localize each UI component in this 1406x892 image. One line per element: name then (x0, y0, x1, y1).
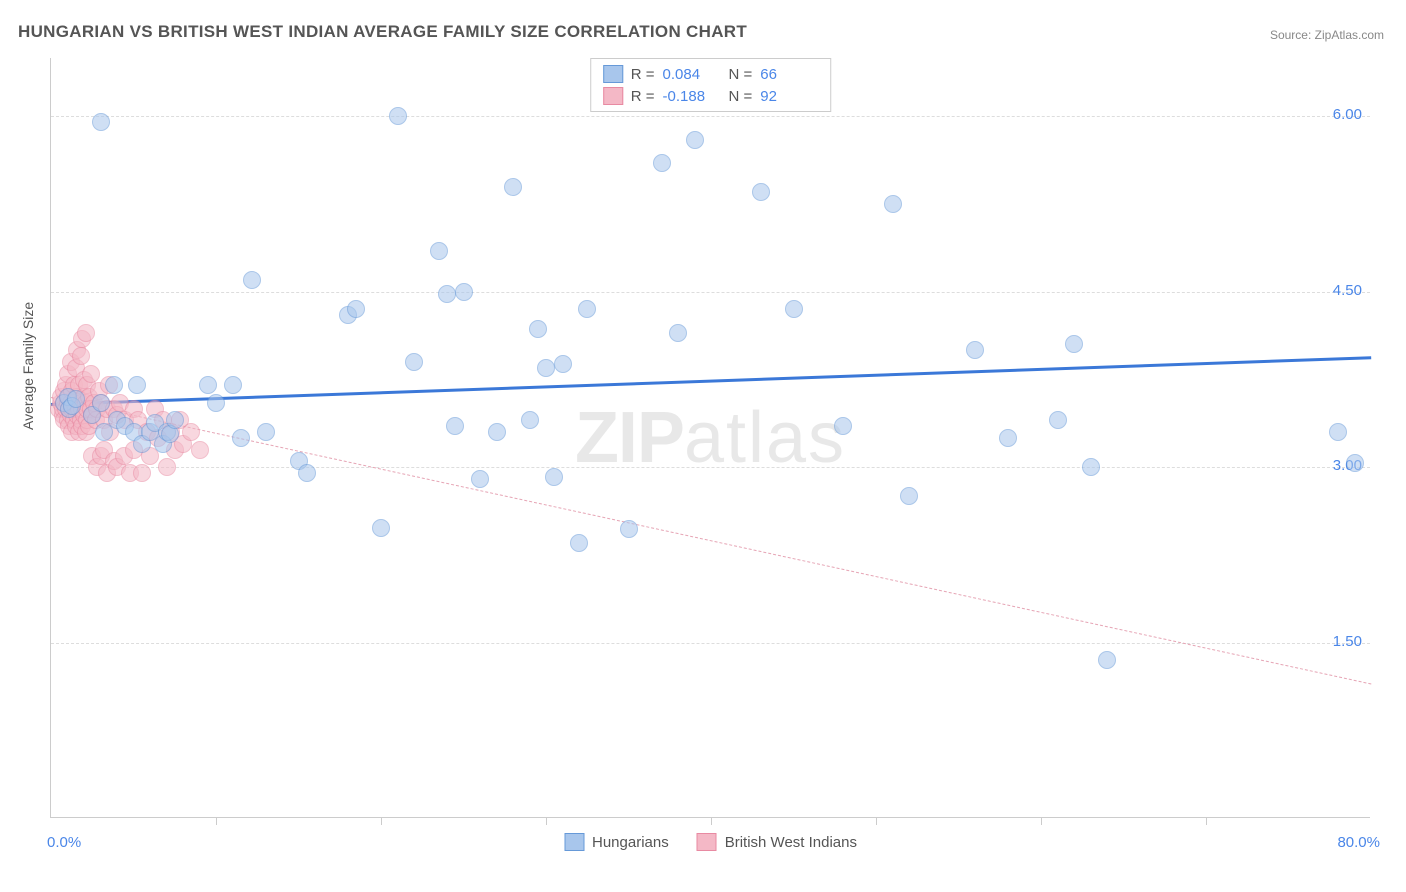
x-tick (381, 817, 382, 825)
legend-swatch-1 (603, 87, 623, 105)
data-point (166, 411, 184, 429)
y-tick-label: 6.00 (1333, 106, 1362, 123)
legend-row-1: R = -0.188 N = 92 (603, 85, 819, 107)
watermark: ZIPatlas (575, 397, 846, 479)
gridline (51, 643, 1370, 644)
data-point (207, 394, 225, 412)
source-label: Source: ZipAtlas.com (1270, 28, 1384, 42)
x-axis-min-label: 0.0% (47, 834, 81, 851)
n-value-0: 66 (760, 66, 818, 83)
data-point (257, 423, 275, 441)
data-point (92, 113, 110, 131)
gridline (51, 467, 1370, 468)
data-point (92, 394, 110, 412)
data-point (504, 178, 522, 196)
series-legend: Hungarians British West Indians (564, 833, 857, 851)
gridline (51, 292, 1370, 293)
trend-line-0 (51, 356, 1371, 406)
r-label: R = (631, 66, 655, 83)
gridline (51, 116, 1370, 117)
data-point (72, 347, 90, 365)
legend-row-0: R = 0.084 N = 66 (603, 63, 819, 85)
data-point (570, 534, 588, 552)
data-point (430, 242, 448, 260)
data-point (182, 423, 200, 441)
data-point (1065, 335, 1083, 353)
data-point (224, 376, 242, 394)
y-tick-label: 1.50 (1333, 633, 1362, 650)
data-point (669, 324, 687, 342)
data-point (347, 300, 365, 318)
data-point (455, 283, 473, 301)
n-value-1: 92 (760, 88, 818, 105)
data-point (67, 390, 85, 408)
data-point (529, 320, 547, 338)
data-point (785, 300, 803, 318)
x-tick (876, 817, 877, 825)
data-point (537, 359, 555, 377)
data-point (900, 487, 918, 505)
data-point (298, 464, 316, 482)
x-tick (216, 817, 217, 825)
legend-item-1: British West Indians (697, 833, 857, 851)
watermark-atlas: atlas (684, 398, 846, 478)
data-point (521, 411, 539, 429)
data-point (438, 285, 456, 303)
data-point (446, 417, 464, 435)
data-point (128, 376, 146, 394)
data-point (82, 365, 100, 383)
legend-swatch-bottom-1 (697, 833, 717, 851)
x-tick (1041, 817, 1042, 825)
y-axis-label: Average Family Size (20, 302, 36, 430)
data-point (1082, 458, 1100, 476)
data-point (389, 107, 407, 125)
data-point (1049, 411, 1067, 429)
data-point (77, 324, 95, 342)
r-value-0: 0.084 (663, 66, 721, 83)
data-point (133, 464, 151, 482)
data-point (105, 376, 123, 394)
data-point (158, 458, 176, 476)
data-point (1329, 423, 1347, 441)
legend-swatch-0 (603, 65, 623, 83)
series-name-1: British West Indians (725, 834, 857, 851)
data-point (405, 353, 423, 371)
x-axis-max-label: 80.0% (1337, 834, 1380, 851)
plot-area: ZIPatlas R = 0.084 N = 66 R = -0.188 N =… (50, 58, 1370, 818)
data-point (1098, 651, 1116, 669)
n-label: N = (729, 66, 753, 83)
x-tick (1206, 817, 1207, 825)
data-point (999, 429, 1017, 447)
data-point (653, 154, 671, 172)
data-point (488, 423, 506, 441)
x-tick (711, 817, 712, 825)
data-point (243, 271, 261, 289)
r-label: R = (631, 88, 655, 105)
data-point (191, 441, 209, 459)
data-point (554, 355, 572, 373)
legend-swatch-bottom-0 (564, 833, 584, 851)
data-point (232, 429, 250, 447)
x-tick (546, 817, 547, 825)
chart-title: HUNGARIAN VS BRITISH WEST INDIAN AVERAGE… (18, 22, 747, 42)
data-point (372, 519, 390, 537)
data-point (471, 470, 489, 488)
watermark-zip: ZIP (575, 398, 684, 478)
n-label: N = (729, 88, 753, 105)
data-point (966, 341, 984, 359)
legend-item-0: Hungarians (564, 833, 669, 851)
data-point (545, 468, 563, 486)
data-point (752, 183, 770, 201)
y-tick-label: 4.50 (1333, 282, 1362, 299)
data-point (199, 376, 217, 394)
data-point (1346, 454, 1364, 472)
data-point (686, 131, 704, 149)
series-name-0: Hungarians (592, 834, 669, 851)
correlation-legend: R = 0.084 N = 66 R = -0.188 N = 92 (590, 58, 832, 112)
data-point (884, 195, 902, 213)
data-point (834, 417, 852, 435)
data-point (578, 300, 596, 318)
r-value-1: -0.188 (663, 88, 721, 105)
data-point (620, 520, 638, 538)
